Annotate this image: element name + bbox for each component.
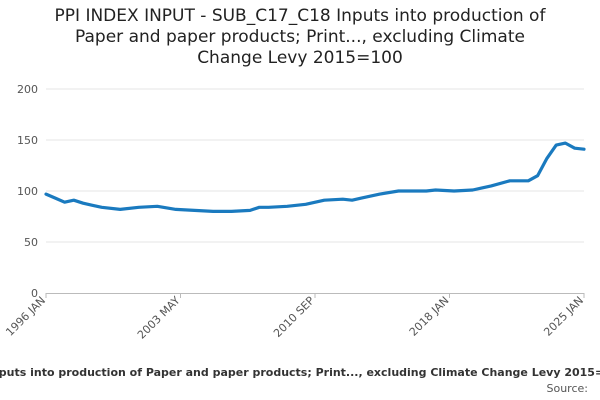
chart-plot: 0 50 100 150 200 1996 JAN 2003 MAY 2010 SEP 2018…: [3, 83, 586, 342]
y-tick-label: 0: [31, 287, 38, 300]
x-tick-label: 2025 JAN: [541, 294, 586, 339]
chart-title-line-1: PPI INDEX INPUT - SUB_C17_C18 Inputs int…: [54, 6, 546, 26]
y-tick-label: 50: [24, 236, 38, 249]
legend: SUB_C17_C18 Inputs into production of Pa…: [0, 366, 600, 379]
x-tick-label: 2010 SEP: [271, 294, 317, 340]
source-label: Source:: [546, 382, 589, 395]
x-tick-label: 1996 JAN: [3, 294, 48, 339]
chart-title-line-3: Change Levy 2015=100: [197, 48, 403, 68]
y-tick-label: 100: [17, 185, 38, 198]
chart-title: PPI INDEX INPUT - SUB_C17_C18 Inputs int…: [0, 6, 600, 69]
legend-label: SUB_C17_C18 Inputs into production of Pa…: [0, 366, 600, 379]
series-line-0: [44, 141, 586, 213]
chart-title-line-2: Paper and paper products; Print..., excl…: [75, 27, 525, 47]
x-tick-label: 2003 MAY: [135, 294, 183, 342]
y-tick-label: 150: [17, 134, 38, 147]
y-tick-label: 200: [17, 83, 38, 96]
x-tick-label: 2018 JAN: [407, 294, 452, 339]
